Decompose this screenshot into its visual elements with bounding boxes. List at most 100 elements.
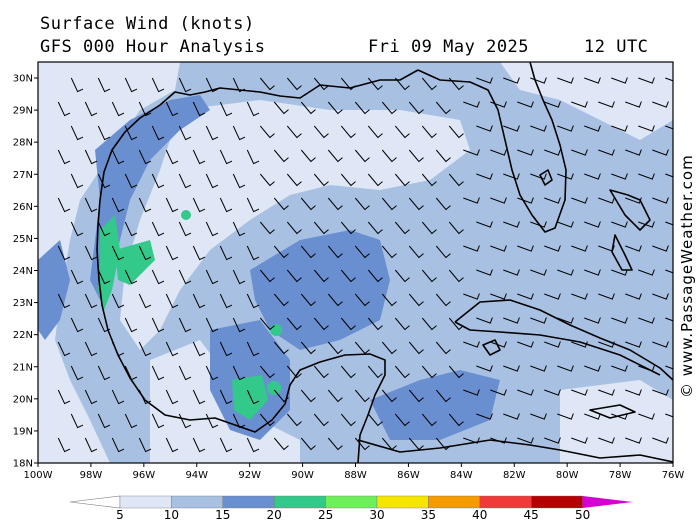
wind-barb (463, 293, 480, 300)
wind-barb (584, 221, 601, 228)
light-wind-zone-east (500, 62, 673, 140)
wind-barb (544, 197, 561, 204)
wind-barb (625, 293, 642, 300)
wind-barb (652, 341, 669, 348)
wind-barb (625, 245, 642, 252)
wind-barb (232, 125, 246, 141)
wind-barb (192, 341, 206, 357)
green-patch-small (181, 210, 191, 220)
wind-barb (111, 437, 125, 453)
wind-barb (625, 149, 642, 156)
lon-label: 92W (238, 470, 261, 481)
wind-barb (70, 173, 84, 189)
colorbar-label: 15 (215, 508, 230, 522)
wind-barb (138, 437, 152, 453)
wind-barb (408, 341, 424, 355)
wind-barb (530, 221, 547, 228)
wind-barb (598, 197, 615, 204)
wind-barb (246, 197, 260, 213)
wind-barb (124, 413, 138, 429)
wind-barb (665, 413, 673, 418)
wind-barb (354, 341, 370, 355)
lat-label: 18N (13, 459, 33, 470)
wind-barb (84, 149, 98, 165)
wind-barb (246, 149, 260, 165)
coast-cuba (454, 299, 673, 381)
wind-barb (97, 317, 111, 333)
wind-barb (517, 293, 534, 300)
wind-barb (476, 173, 493, 180)
wind-barb (138, 197, 152, 213)
wind-barb (138, 389, 152, 405)
wind-barb (476, 77, 493, 84)
wind-barb (300, 149, 316, 163)
wind-barb (367, 365, 383, 379)
watermark-text: © www.PassageWeather.com (678, 154, 696, 398)
valid-date: Fri 09 May 2025 (368, 37, 530, 57)
wind-barb (448, 317, 464, 331)
wind-barb (598, 389, 615, 396)
wind-barb (178, 221, 192, 237)
wind-barb (544, 437, 561, 444)
wind-barb (421, 269, 437, 283)
wind-barb (421, 413, 437, 427)
wind-barb (354, 197, 370, 211)
wind-barb (97, 125, 111, 141)
wind-barb (611, 365, 628, 372)
colorbar-label: 5 (116, 508, 124, 522)
wind-barb (273, 293, 289, 307)
wind-barb (313, 221, 329, 235)
wind-barb (476, 413, 493, 420)
wind-barb (517, 245, 534, 252)
wind-barb (571, 389, 588, 396)
wind-barb (138, 149, 152, 165)
wind-barb (435, 341, 451, 355)
lon-label: 96W (133, 470, 156, 481)
wind-barb (259, 413, 275, 427)
wind-barb (124, 173, 138, 189)
wind-barb (571, 293, 588, 300)
colorbar-segment (222, 495, 275, 509)
wind-barb (70, 413, 84, 429)
wind-barb (340, 365, 356, 379)
wind-barb (530, 173, 547, 180)
wind-barb (557, 269, 574, 276)
wind-barb (367, 269, 383, 283)
wind-barb (448, 77, 464, 91)
lat-label: 29N (13, 106, 33, 117)
strong-wind-zone-west-edge (38, 240, 70, 340)
colorbar-segment (171, 495, 223, 509)
wind-barb (463, 245, 480, 252)
wind-barb (517, 389, 534, 396)
wind-barb (57, 293, 71, 309)
coast-isla-juventud (482, 339, 501, 356)
wind-barb (490, 389, 507, 396)
wind-barb (138, 341, 152, 357)
wind-barb (557, 317, 574, 324)
wind-barb (219, 197, 233, 213)
wind-barb (611, 77, 628, 84)
wind-barb (354, 437, 370, 451)
wind-barb (192, 149, 206, 165)
wind-barb (313, 317, 329, 331)
wind-barb (448, 365, 464, 379)
lon-label: 100W (24, 470, 53, 481)
wind-barb (490, 101, 507, 108)
wind-barb (503, 269, 520, 276)
green-patch-small-3 (270, 324, 282, 336)
wind-barb (151, 365, 165, 381)
wind-barb (138, 245, 152, 261)
wind-barb (476, 221, 493, 228)
wind-barb (435, 101, 451, 115)
wind-barb (205, 317, 219, 333)
lat-label: 21N (13, 362, 33, 373)
wind-barb (111, 197, 125, 213)
wind-barb (246, 437, 260, 453)
wind-barb (273, 101, 289, 115)
colorbar-label: 50 (575, 508, 590, 522)
colorbar-label: 30 (369, 508, 384, 522)
wind-barb (151, 413, 165, 429)
wind-barb (435, 197, 451, 211)
wind-barb (300, 341, 316, 355)
colorbar-segment (479, 495, 532, 509)
